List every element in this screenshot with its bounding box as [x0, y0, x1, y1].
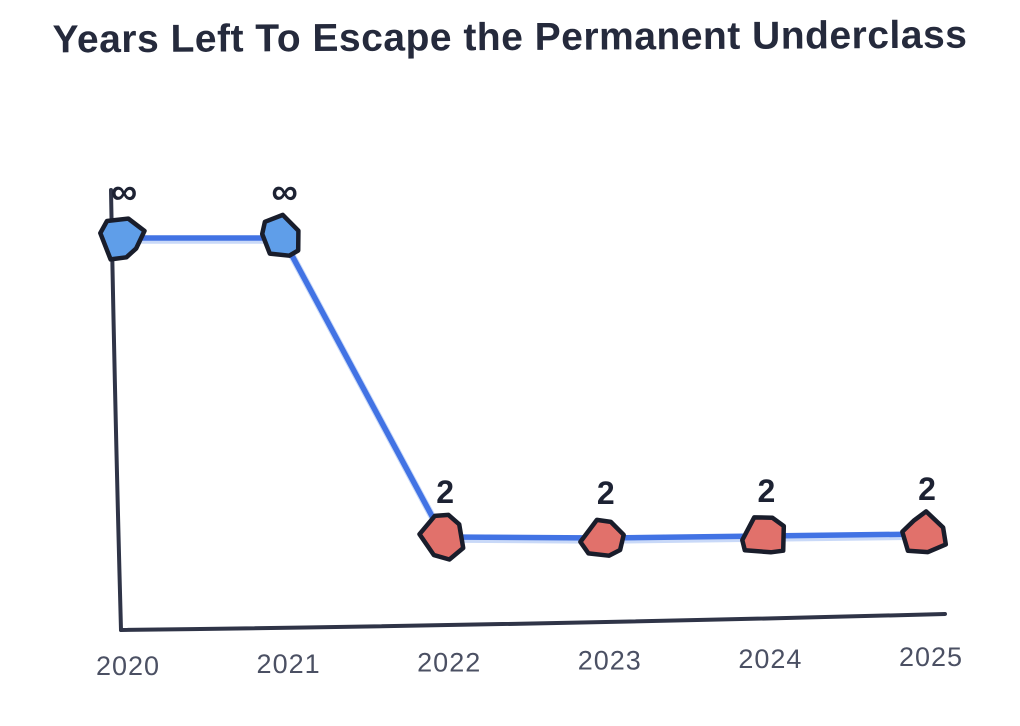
point-value-label: 2	[436, 474, 454, 510]
x-tick-label: 2024	[738, 644, 802, 674]
x-tick-label: 2023	[578, 646, 642, 676]
point-value-label: ∞	[111, 171, 137, 212]
point-value-label: ∞	[271, 171, 297, 212]
data-line	[119, 235, 928, 541]
data-point-2020	[98, 216, 147, 262]
x-axis	[119, 612, 947, 632]
point-value-label: 2	[758, 473, 776, 509]
x-tick-label: 2025	[899, 642, 963, 672]
point-value-label: 2	[597, 475, 615, 511]
data-point-2024	[740, 515, 787, 555]
data-point-2021	[259, 212, 301, 258]
data-point-2025	[900, 509, 949, 555]
x-tick-label: 2021	[257, 649, 321, 679]
point-value-label: 2	[918, 471, 936, 507]
data-point-2023	[578, 517, 626, 558]
data-point-2022	[417, 512, 466, 562]
data-line-halo	[119, 236, 930, 544]
x-tick-label: 2022	[417, 647, 481, 677]
x-tick-label: 2020	[96, 651, 160, 681]
